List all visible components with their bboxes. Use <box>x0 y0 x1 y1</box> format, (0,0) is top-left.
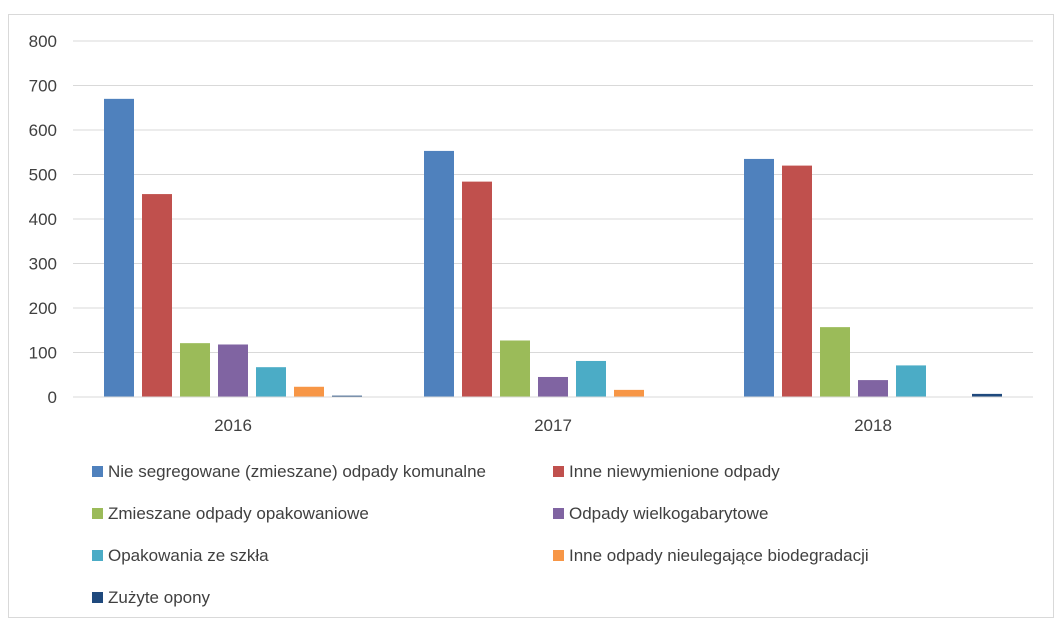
y-tick-label: 400 <box>29 210 57 229</box>
bar <box>142 194 172 397</box>
bar <box>782 165 812 397</box>
legend: Nie segregowane (zmieszane) odpady komun… <box>92 462 869 607</box>
x-tick-label: 2018 <box>854 416 892 435</box>
bar <box>180 343 210 397</box>
legend-item: Zużyte opony <box>92 588 211 607</box>
bar <box>858 380 888 397</box>
legend-label: Inne odpady nieulegające biodegradacji <box>569 546 869 565</box>
bar <box>614 389 644 397</box>
legend-label: Opakowania ze szkła <box>108 546 269 565</box>
y-tick-label: 0 <box>48 388 57 407</box>
y-tick-label: 200 <box>29 299 57 318</box>
bar <box>218 344 248 397</box>
legend-item: Nie segregowane (zmieszane) odpady komun… <box>92 462 486 481</box>
legend-label: Zmieszane odpady opakowaniowe <box>108 504 369 523</box>
legend-item: Inne odpady nieulegające biodegradacji <box>553 546 869 565</box>
gridlines <box>73 40 1033 353</box>
legend-label: Odpady wielkogabarytowe <box>569 504 768 523</box>
x-tick-label: 2017 <box>534 416 572 435</box>
bar <box>744 158 774 397</box>
y-tick-label: 100 <box>29 344 57 363</box>
y-tick-label: 600 <box>29 121 57 140</box>
x-axis-ticks: 2016 2017 2018 <box>214 416 892 435</box>
bar <box>332 395 362 397</box>
legend-swatch <box>92 550 103 561</box>
y-tick-label: 700 <box>29 77 57 96</box>
legend-swatch <box>92 466 103 477</box>
legend-label: Nie segregowane (zmieszane) odpady komun… <box>108 462 486 481</box>
legend-swatch <box>92 592 103 603</box>
legend-swatch <box>92 508 103 519</box>
legend-item: Odpady wielkogabarytowe <box>553 504 768 523</box>
legend-item: Inne niewymienione odpady <box>553 462 780 481</box>
legend-swatch <box>553 508 564 519</box>
legend-swatch <box>553 466 564 477</box>
x-tick-label: 2016 <box>214 416 252 435</box>
y-axis-ticks: 0 100 200 300 400 500 600 700 800 <box>29 32 57 407</box>
bar <box>538 376 568 397</box>
bars <box>104 98 1002 397</box>
bar <box>424 150 454 397</box>
bar <box>256 367 286 397</box>
legend-label: Inne niewymienione odpady <box>569 462 780 481</box>
bar <box>104 98 134 397</box>
legend-item: Opakowania ze szkła <box>92 546 269 565</box>
legend-item: Zmieszane odpady opakowaniowe <box>92 504 369 523</box>
bar <box>500 340 530 397</box>
y-tick-label: 500 <box>29 166 57 185</box>
bar <box>576 360 606 397</box>
chart-frame <box>8 14 1054 618</box>
bar <box>972 393 1002 397</box>
y-tick-label: 300 <box>29 255 57 274</box>
legend-label: Zużyte opony <box>108 588 211 607</box>
bar <box>820 327 850 397</box>
y-tick-label: 800 <box>29 32 57 51</box>
legend-swatch <box>553 550 564 561</box>
bar <box>896 365 926 397</box>
bar <box>294 386 324 397</box>
bar <box>462 181 492 397</box>
